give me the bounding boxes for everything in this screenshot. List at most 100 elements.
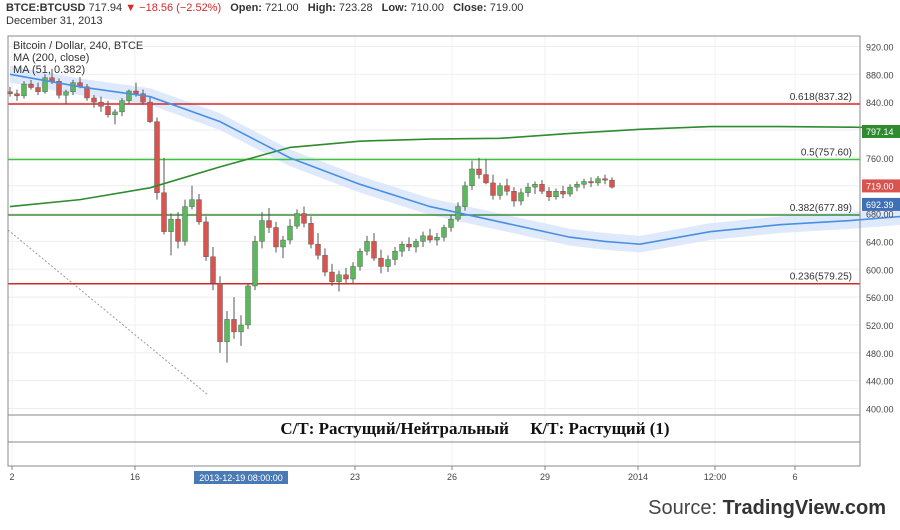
candle-body: [315, 243, 321, 256]
x-tick-label: 26: [447, 472, 457, 482]
x-highlight-box: [194, 471, 288, 484]
candle-body: [469, 168, 475, 186]
fib-label: 0.618(837.32): [790, 92, 852, 103]
candle-body: [112, 111, 118, 115]
candle-body: [280, 239, 286, 248]
x-tick-label: 6: [792, 472, 797, 482]
candle-body: [217, 282, 223, 342]
high-value: 723.28: [338, 2, 373, 14]
candle-body: [406, 243, 412, 248]
candle-body: [147, 101, 153, 122]
price-label-box: [862, 197, 900, 211]
candle-body: [497, 185, 503, 196]
candle-body: [399, 243, 405, 252]
candle-body: [56, 81, 62, 96]
candle-body: [518, 192, 524, 202]
ma200-line: [9, 125, 900, 208]
candle-body: [196, 199, 202, 223]
y-tick-label: 560.00: [866, 293, 894, 303]
candle-body: [413, 241, 419, 248]
source-credit: Source: TradingView.com: [648, 497, 886, 520]
candle-body: [252, 241, 258, 287]
candle-body: [560, 191, 566, 195]
candle-body: [84, 86, 90, 99]
candle-body: [434, 237, 440, 241]
x-tick-label: 23: [350, 472, 360, 482]
candle-body: [70, 82, 76, 92]
price-change: ▼ −18.56 (−2.52%): [125, 2, 222, 14]
caption-panel: С/Т: Растущий/Нейтральный К/Т: Растущий …: [8, 414, 860, 443]
candle-body: [189, 199, 195, 207]
high-label: High:: [307, 2, 336, 14]
candle-body: [245, 285, 251, 326]
candle-body: [287, 225, 293, 241]
low-label: Low:: [381, 2, 408, 14]
legend-ma51[interactable]: MA (51, 0.382): [13, 64, 86, 76]
price-label: 797.14: [866, 127, 894, 137]
candle-body: [441, 227, 447, 238]
y-tick-label: 600.00: [866, 265, 894, 275]
price-label: 692.39: [866, 200, 894, 210]
candle-body: [175, 218, 181, 242]
candle-body: [595, 178, 601, 184]
close-value: 719.00: [489, 2, 524, 14]
fib-label: 0.236(579.25): [790, 272, 852, 283]
candle-body: [182, 206, 188, 242]
fib-label: 0.382(677.89): [790, 203, 852, 214]
candle-body: [140, 93, 146, 103]
candle-body: [168, 218, 174, 232]
candle-body: [91, 97, 97, 103]
candle-body: [392, 250, 398, 260]
candle-body: [532, 184, 538, 188]
candle-body: [329, 271, 335, 282]
quote-header: BTCE:BTCUSD 717.94 ▼ −18.56 (−2.52%) Ope…: [6, 2, 523, 14]
candle-body: [294, 213, 300, 227]
candle-body: [42, 77, 48, 92]
x-tick-label: 2: [9, 472, 14, 482]
candle-body: [504, 185, 510, 192]
candle-body: [553, 191, 559, 198]
candle-body: [322, 255, 328, 273]
candle-body: [462, 185, 468, 207]
candle-body: [448, 218, 454, 228]
legend-ma200[interactable]: MA (200, close): [13, 52, 90, 64]
price-label-box: [862, 179, 900, 193]
x-tick-label: 29: [540, 472, 550, 482]
legend-title: Bitcoin / Dollar, 240, BTCE: [13, 40, 144, 52]
candle-body: [511, 191, 517, 202]
price-label: 719.00: [866, 181, 894, 191]
y-tick-label: 760.00: [866, 154, 894, 164]
candle-body: [98, 101, 104, 107]
x-tick-label: 16: [130, 472, 140, 482]
low-value: 710.00: [410, 2, 445, 14]
y-tick-label: 920.00: [866, 42, 894, 52]
candle-body: [210, 256, 216, 284]
candle-body: [259, 220, 265, 242]
open-value: 721.00: [265, 2, 299, 14]
candles: [7, 68, 615, 363]
candle-body: [301, 213, 307, 224]
symbol-label[interactable]: BTCE:BTCUSD: [6, 2, 86, 14]
candle-body: [357, 250, 363, 267]
candle-body: [105, 106, 111, 115]
last-price: 717.94: [88, 2, 123, 14]
candle-body: [385, 259, 391, 267]
trend-line: [7, 229, 209, 396]
y-tick-label: 880.00: [866, 70, 894, 80]
candle-body: [476, 168, 482, 175]
candle-body: [133, 90, 139, 94]
candle-body: [574, 184, 580, 188]
candle-body: [364, 241, 370, 252]
y-tick-label: 440.00: [866, 377, 894, 387]
source-prefix: Source:: [648, 497, 723, 519]
price-label-box: [862, 124, 900, 138]
y-tick-label: 680.00: [866, 210, 894, 220]
candle-body: [224, 319, 230, 342]
candle-body: [427, 235, 433, 241]
candle-body: [238, 324, 244, 333]
plot-frame: [7, 35, 861, 467]
source-brand: TradingView.com: [722, 497, 886, 519]
y-tick-label: 400.00: [866, 405, 894, 415]
